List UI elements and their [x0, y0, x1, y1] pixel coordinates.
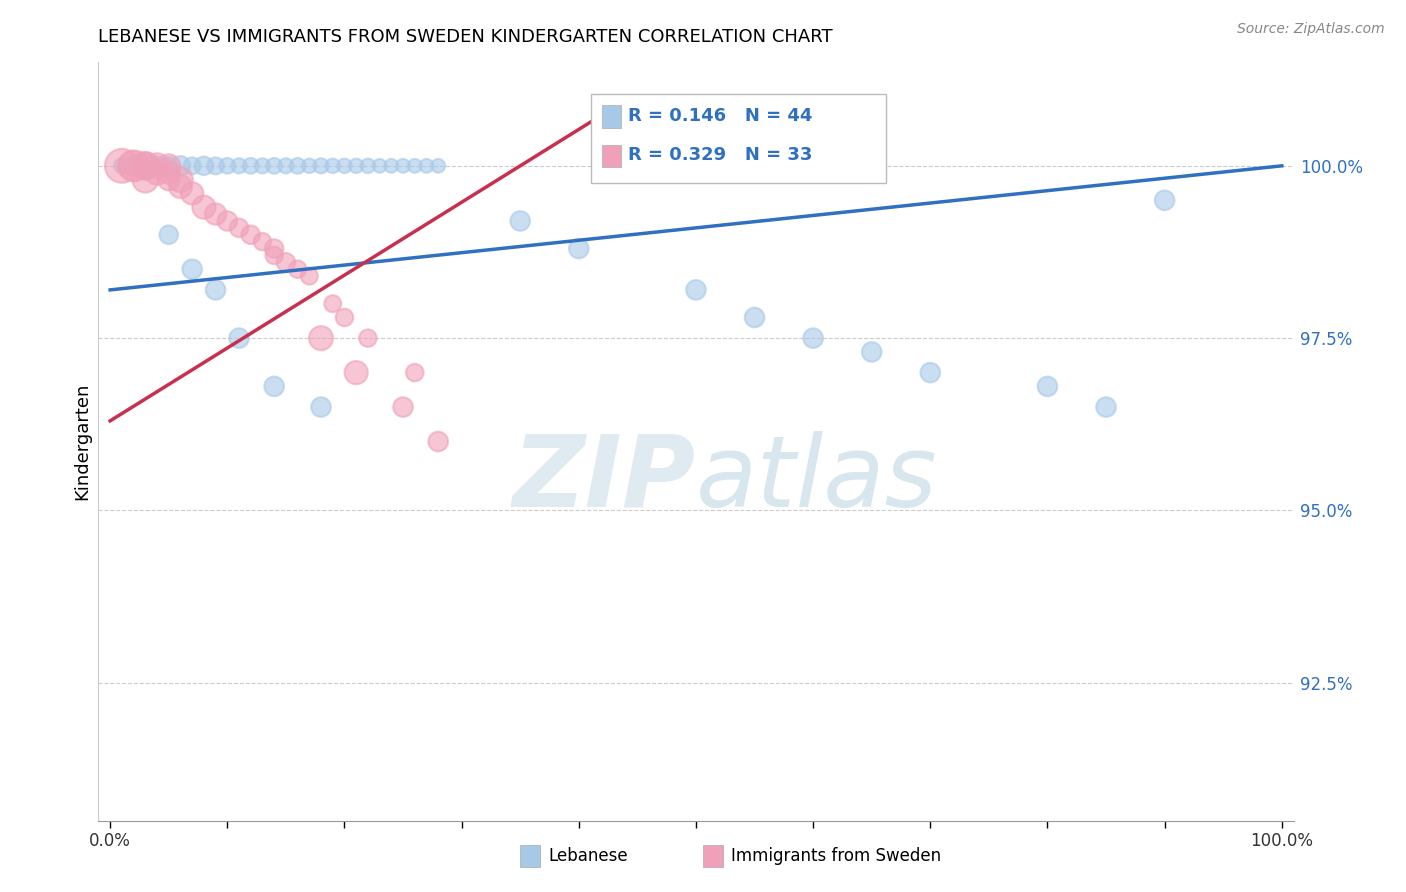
- Point: [122, 159, 145, 173]
- Point: [111, 159, 134, 173]
- Text: LEBANESE VS IMMIGRANTS FROM SWEDEN KINDERGARTEN CORRELATION CHART: LEBANESE VS IMMIGRANTS FROM SWEDEN KINDE…: [98, 28, 832, 45]
- Point: [134, 172, 156, 186]
- Point: [157, 227, 180, 242]
- Point: [287, 159, 309, 173]
- Point: [263, 379, 285, 393]
- Point: [1036, 379, 1059, 393]
- Point: [274, 255, 297, 269]
- Point: [252, 235, 274, 249]
- Point: [217, 214, 239, 228]
- Point: [111, 159, 134, 173]
- Point: [509, 214, 531, 228]
- Point: [169, 179, 191, 194]
- Point: [122, 159, 145, 173]
- Text: Lebanese: Lebanese: [548, 847, 628, 865]
- Point: [204, 207, 226, 221]
- Point: [322, 296, 344, 310]
- Point: [404, 159, 426, 173]
- Point: [344, 366, 367, 380]
- Point: [344, 159, 367, 173]
- Point: [157, 159, 180, 173]
- Text: Immigrants from Sweden: Immigrants from Sweden: [731, 847, 941, 865]
- Point: [157, 159, 180, 173]
- Point: [357, 331, 380, 345]
- Text: ZIP: ZIP: [513, 431, 696, 528]
- Text: R = 0.329   N = 33: R = 0.329 N = 33: [628, 146, 813, 164]
- Point: [415, 159, 437, 173]
- Point: [801, 331, 824, 345]
- Point: [204, 283, 226, 297]
- Point: [263, 242, 285, 256]
- Point: [193, 159, 215, 173]
- Point: [146, 159, 169, 173]
- Point: [157, 172, 180, 186]
- Point: [368, 159, 391, 173]
- Point: [392, 400, 415, 414]
- Point: [193, 200, 215, 214]
- Text: Source: ZipAtlas.com: Source: ZipAtlas.com: [1237, 22, 1385, 37]
- Point: [239, 227, 262, 242]
- Text: atlas: atlas: [696, 431, 938, 528]
- Point: [309, 159, 332, 173]
- Point: [322, 159, 344, 173]
- Point: [380, 159, 402, 173]
- Point: [744, 310, 766, 325]
- Point: [217, 159, 239, 173]
- Point: [263, 248, 285, 262]
- Point: [920, 366, 942, 380]
- Point: [252, 159, 274, 173]
- Point: [146, 166, 169, 180]
- Point: [287, 262, 309, 277]
- Point: [309, 331, 332, 345]
- Point: [181, 159, 204, 173]
- Point: [298, 269, 321, 284]
- Point: [568, 242, 591, 256]
- Point: [181, 186, 204, 201]
- Point: [392, 159, 415, 173]
- Point: [333, 159, 356, 173]
- Point: [134, 159, 156, 173]
- Point: [157, 166, 180, 180]
- Point: [427, 434, 450, 449]
- Point: [228, 159, 250, 173]
- Point: [404, 366, 426, 380]
- Point: [239, 159, 262, 173]
- Point: [309, 400, 332, 414]
- Point: [181, 262, 204, 277]
- Point: [169, 159, 191, 173]
- Point: [1153, 194, 1175, 208]
- Point: [134, 159, 156, 173]
- Point: [298, 159, 321, 173]
- Point: [228, 331, 250, 345]
- Point: [146, 159, 169, 173]
- Point: [685, 283, 707, 297]
- Point: [134, 159, 156, 173]
- Point: [122, 159, 145, 173]
- Point: [1095, 400, 1118, 414]
- Point: [357, 159, 380, 173]
- Point: [204, 159, 226, 173]
- Point: [274, 159, 297, 173]
- Y-axis label: Kindergarten: Kindergarten: [73, 383, 91, 500]
- Point: [263, 159, 285, 173]
- Point: [228, 220, 250, 235]
- Text: R = 0.146   N = 44: R = 0.146 N = 44: [628, 107, 813, 125]
- Point: [860, 345, 883, 359]
- Point: [333, 310, 356, 325]
- Point: [427, 159, 450, 173]
- Point: [169, 172, 191, 186]
